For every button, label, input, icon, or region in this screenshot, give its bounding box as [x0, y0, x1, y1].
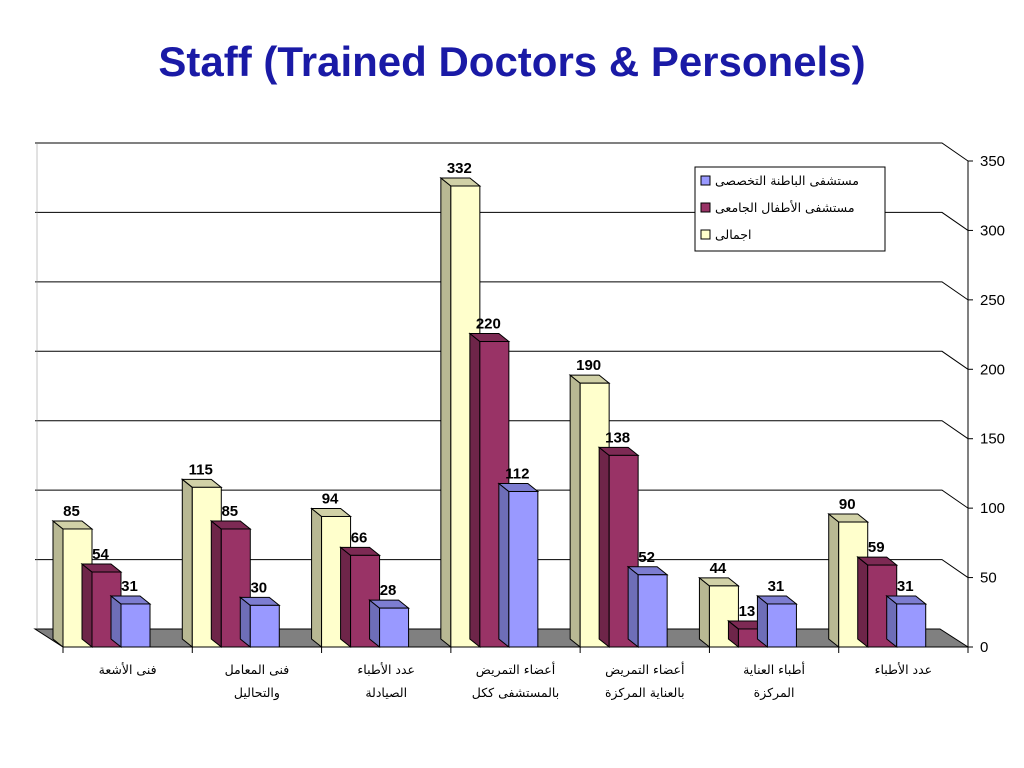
- bar: [626, 565, 669, 649]
- category-label: أعضاء التمريض: [476, 661, 555, 678]
- bar: [497, 482, 540, 649]
- bar: [238, 596, 281, 649]
- legend-swatch: [700, 229, 711, 240]
- value-label: 85: [221, 503, 238, 520]
- bar-side: [239, 596, 251, 649]
- category-label: المركزة: [754, 685, 795, 701]
- category-label: فنى المعامل: [225, 662, 290, 677]
- value-label: 30: [250, 579, 267, 596]
- category-label: أعضاء التمريض: [605, 661, 684, 678]
- legend-label: اجمالى: [715, 227, 751, 242]
- y-tick-label: 300: [980, 222, 1005, 239]
- bar-side: [340, 546, 352, 649]
- y-tick-label: 0: [980, 639, 988, 656]
- category-label: أطباء العناية: [743, 661, 805, 677]
- legend-swatch: [700, 175, 711, 186]
- category-label: والتحاليل: [234, 685, 280, 701]
- gridline: [35, 281, 969, 301]
- bar-side: [698, 576, 710, 649]
- bar-side: [828, 512, 840, 649]
- y-tick-label: 200: [980, 361, 1005, 378]
- bar-side: [598, 446, 610, 649]
- bar-front: [120, 603, 151, 648]
- legend-swatch: [700, 202, 711, 213]
- category-label: عدد الأطباء: [875, 662, 933, 677]
- bar-side: [181, 478, 193, 649]
- value-label: 31: [121, 578, 138, 595]
- gridline: [35, 350, 969, 370]
- value-labels: 85 54 31 115 85 30 94 66 28 332 220 112 190 138 52 44 13…: [63, 160, 913, 620]
- bar-side: [498, 482, 510, 649]
- gridline: [35, 142, 969, 162]
- y-tick-label: 150: [980, 431, 1005, 448]
- value-label: 112: [505, 465, 529, 482]
- y-axis: 0 50 100 150 200 250 300 350: [36, 143, 1005, 656]
- bar: [756, 594, 798, 649]
- value-label: 31: [897, 578, 914, 595]
- bar: [827, 512, 870, 649]
- bar-side: [210, 519, 222, 649]
- bar-side: [886, 594, 898, 649]
- category-labels: فنى الأشعة فنى المعامل والتحاليل عدد الأطبا…: [62, 647, 969, 701]
- y-tick-label: 50: [980, 570, 997, 587]
- bar-side: [52, 519, 64, 649]
- category-label: الصيادلة: [365, 685, 407, 700]
- bar-side: [81, 562, 93, 649]
- bar: [698, 576, 740, 649]
- value-label: 52: [638, 549, 655, 566]
- value-label: 54: [92, 546, 109, 563]
- value-label: 115: [189, 461, 213, 478]
- bar-side: [627, 565, 639, 649]
- gridline: [35, 211, 969, 231]
- bar-front: [896, 603, 927, 648]
- legend-label: مستشفى الأطفال الجامعى: [715, 200, 855, 215]
- value-label: 94: [322, 490, 339, 507]
- value-label: 332: [447, 160, 472, 177]
- bar-front: [708, 585, 739, 648]
- bar-front: [766, 603, 797, 648]
- bars: [51, 176, 928, 649]
- value-label: 31: [768, 578, 785, 595]
- value-label: 220: [476, 316, 501, 333]
- bar-front: [637, 574, 668, 648]
- bar: [368, 599, 410, 649]
- category-label: بالعناية المركزة: [605, 685, 685, 701]
- value-label: 66: [351, 529, 368, 546]
- bar: [597, 446, 640, 649]
- bar-side: [440, 176, 452, 649]
- chart-title: Staff (Trained Doctors & Personels): [158, 38, 866, 85]
- value-label: 85: [63, 503, 80, 520]
- bar-side: [110, 594, 122, 649]
- bar-side: [311, 507, 323, 649]
- bar-front: [508, 490, 539, 648]
- y-tick-label: 100: [980, 500, 1005, 517]
- category-label: عدد الأطباء: [357, 662, 415, 677]
- value-label: 44: [710, 560, 727, 577]
- bar-side: [756, 594, 768, 649]
- y-tick-label: 350: [980, 153, 1005, 170]
- bar: [339, 546, 381, 649]
- gridline: [35, 420, 969, 440]
- legend-label: مستشفى الباطنة التخصصى: [715, 173, 859, 188]
- y-tick-label: 250: [980, 292, 1005, 309]
- category-label: بالمستشفى ككل: [472, 685, 559, 700]
- bar-side: [569, 374, 581, 649]
- value-label: 90: [839, 496, 856, 513]
- bar: [885, 594, 928, 649]
- value-label: 190: [576, 357, 601, 374]
- bar-front: [249, 604, 280, 648]
- bar-side: [469, 332, 481, 649]
- value-label: 138: [605, 429, 630, 446]
- bar: [109, 594, 152, 649]
- value-label: 13: [739, 603, 756, 620]
- bar-side: [857, 556, 869, 649]
- gridline: [35, 489, 969, 509]
- value-label: 59: [868, 539, 885, 556]
- value-label: 28: [380, 582, 397, 599]
- category-label: فنى الأشعة: [99, 662, 157, 677]
- legend-box: [694, 166, 886, 252]
- bar-front: [379, 607, 410, 648]
- legend: مستشفى الباطنة التخصصى مستشفى الأطفال الج…: [694, 166, 886, 252]
